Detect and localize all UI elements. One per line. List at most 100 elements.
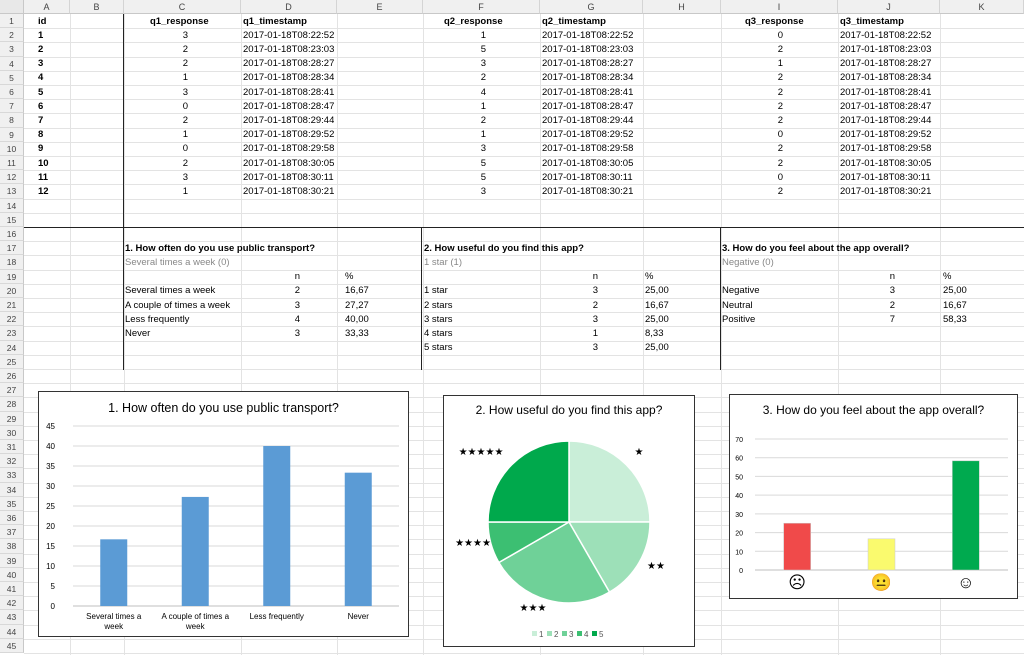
row-header[interactable]: 12 [0,170,24,185]
cell-q2-response[interactable]: 5 [480,43,486,55]
cell-q1-timestamp[interactable]: 2017-01-18T08:30:11 [243,171,334,183]
cell-q2-timestamp[interactable]: 2017-01-18T08:29:58 [542,143,634,155]
cell-id[interactable]: 12 [38,185,49,197]
cell-q3-response[interactable]: 2 [777,86,783,98]
cell-q1-response[interactable]: 1 [182,72,188,84]
column-header-h[interactable]: H [643,0,721,14]
cell-q2-timestamp[interactable]: 2017-01-18T08:28:27 [542,58,634,70]
summary-pct[interactable]: 58,33 [943,313,967,325]
summary-subtitle[interactable]: Negative (0) [722,256,774,268]
column-header-d[interactable]: D [241,0,337,14]
column-header-e[interactable]: E [337,0,423,14]
row-header[interactable]: 39 [0,553,24,568]
cell-q3-response[interactable]: 1 [777,58,783,70]
cell-q3-response[interactable]: 2 [777,100,783,112]
summary-pct[interactable]: 27,27 [345,299,369,311]
summary-pct[interactable]: 16,67 [943,299,967,311]
cell-q2-response[interactable]: 4 [480,86,486,98]
cell-q1-timestamp[interactable]: 2017-01-18T08:28:47 [243,100,334,112]
summary-pct[interactable]: 25,00 [645,342,669,354]
cell-q2-timestamp[interactable]: 2017-01-18T08:29:44 [542,114,634,126]
row-header[interactable]: 38 [0,539,24,554]
row-header[interactable]: 32 [0,454,24,469]
cell-q1-response[interactable]: 3 [182,86,188,98]
cell-q2-response[interactable]: 3 [480,58,486,70]
cell-id[interactable]: 7 [38,114,44,126]
summary-n[interactable]: 2 [889,299,895,311]
row-header[interactable]: 25 [0,354,24,369]
column-header-c[interactable]: C [124,0,241,14]
row-header[interactable]: 26 [0,369,24,384]
summary-label[interactable]: 5 stars [424,342,453,354]
cell-q1-timestamp[interactable]: 2017-01-18T08:28:34 [243,72,334,84]
cell-q2-response[interactable]: 1 [480,100,486,112]
cell-id[interactable]: 3 [38,58,44,70]
summary-n[interactable]: 4 [294,313,300,325]
cell-q2-response[interactable]: 3 [480,143,486,155]
summary-n[interactable]: 3 [294,327,300,339]
cell-id[interactable]: 2 [38,43,44,55]
row-header[interactable]: 17 [0,241,24,256]
cell-q3-timestamp[interactable]: 2017-01-18T08:28:47 [840,100,932,112]
header-q1-response[interactable]: q1_response [150,15,209,27]
cell-q3-timestamp[interactable]: 2017-01-18T08:29:58 [840,143,932,155]
row-header[interactable]: 5 [0,70,24,85]
cell-q3-timestamp[interactable]: 2017-01-18T08:22:52 [840,29,932,41]
cell-q1-timestamp[interactable]: 2017-01-18T08:29:44 [243,114,334,126]
cell-id[interactable]: 1 [38,29,44,41]
summary-n[interactable]: 3 [592,285,598,297]
cell-q1-response[interactable]: 2 [182,114,188,126]
cell-q3-timestamp[interactable]: 2017-01-18T08:30:11 [840,171,931,183]
summary-label[interactable]: Neutral [722,299,753,311]
summary-n[interactable]: 3 [592,313,598,325]
cell-q2-response[interactable]: 3 [480,185,486,197]
row-header[interactable]: 42 [0,596,24,611]
summary-label[interactable]: Negative [722,285,760,297]
row-header[interactable]: 10 [0,141,24,156]
cell-q1-response[interactable]: 2 [182,58,188,70]
cell-q2-timestamp[interactable]: 2017-01-18T08:23:03 [542,43,634,55]
cell-q1-timestamp[interactable]: 2017-01-18T08:30:21 [243,185,334,197]
cell-q1-timestamp[interactable]: 2017-01-18T08:29:52 [243,129,334,141]
row-header[interactable]: 43 [0,610,24,625]
cell-q1-response[interactable]: 1 [182,185,188,197]
row-header[interactable]: 30 [0,425,24,440]
summary-label[interactable]: A couple of times a week [125,299,231,311]
cell-q3-response[interactable]: 2 [777,43,783,55]
row-header[interactable]: 1 [0,14,24,29]
row-header[interactable]: 22 [0,312,24,327]
cell-q1-timestamp[interactable]: 2017-01-18T08:29:58 [243,143,334,155]
summary-label[interactable]: 2 stars [424,299,453,311]
summary-subtitle[interactable]: Several times a week (0) [125,256,230,268]
summary-pct-header[interactable]: % [645,271,654,283]
cell-q2-timestamp[interactable]: 2017-01-18T08:28:34 [542,72,634,84]
summary-pct[interactable]: 25,00 [943,285,967,297]
chart-app-usefulness[interactable]: 2. How useful do you find this app? ★ ★★ ★… [443,395,695,647]
cell-q1-response[interactable]: 3 [182,29,188,41]
summary-title[interactable]: 2. How useful do you find this app? [424,242,584,254]
cell-q3-timestamp[interactable]: 2017-01-18T08:29:44 [840,114,932,126]
column-header-j[interactable]: J [838,0,940,14]
row-header[interactable]: 27 [0,383,24,398]
cell-q2-timestamp[interactable]: 2017-01-18T08:30:21 [542,185,634,197]
summary-n-header[interactable]: n [889,271,895,283]
row-header[interactable]: 20 [0,283,24,298]
row-header[interactable]: 19 [0,269,24,284]
cell-q3-response[interactable]: 0 [777,171,783,183]
summary-pct[interactable]: 33,33 [345,327,369,339]
summary-pct[interactable]: 25,00 [645,313,669,325]
row-header[interactable]: 37 [0,525,24,540]
cell-q3-timestamp[interactable]: 2017-01-18T08:28:34 [840,72,932,84]
summary-n[interactable]: 2 [592,299,598,311]
cell-id[interactable]: 4 [38,72,44,84]
row-header[interactable]: 21 [0,298,24,313]
header-q3-response[interactable]: q3_response [745,15,804,27]
cell-q1-response[interactable]: 0 [182,100,188,112]
summary-pct[interactable]: 8,33 [645,327,664,339]
summary-label[interactable]: 1 star [424,285,448,297]
row-header[interactable]: 45 [0,638,24,653]
summary-n[interactable]: 2 [294,285,300,297]
row-header[interactable]: 6 [0,85,24,100]
summary-n[interactable]: 1 [592,327,598,339]
cell-id[interactable]: 5 [38,86,44,98]
